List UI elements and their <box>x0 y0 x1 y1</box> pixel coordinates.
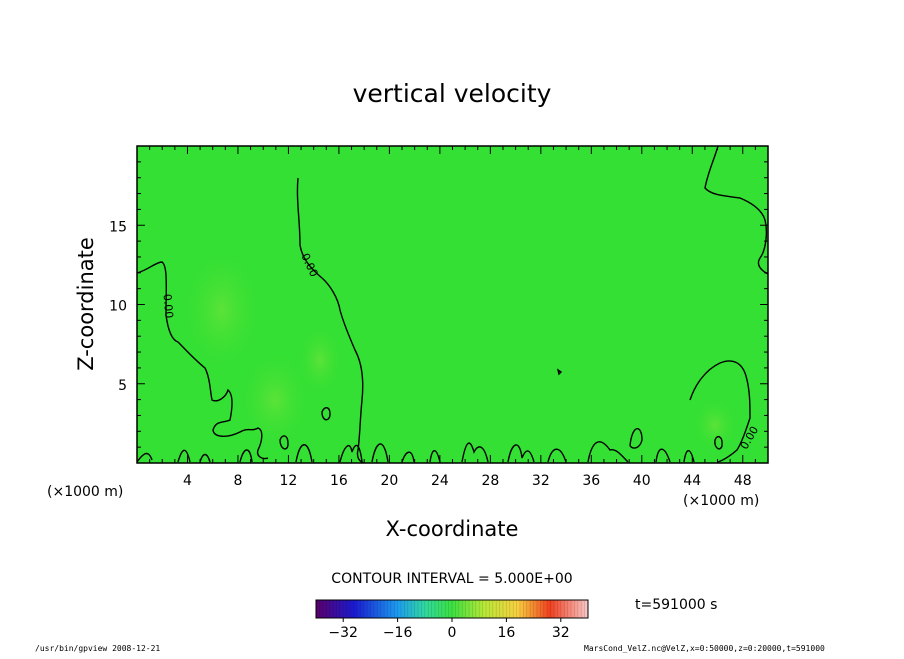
x-unit-left: (×1000 m) <box>47 484 123 500</box>
colorbar-tick-label: 32 <box>552 625 570 641</box>
time-label: t=591000 s <box>635 597 717 613</box>
y-tick-label: 5 <box>118 378 127 394</box>
colorbar-tick-label: −16 <box>383 625 413 641</box>
warm-anomaly <box>235 345 315 455</box>
contour-small-closed <box>279 435 289 450</box>
footer-right: MarsCond_VelZ.nc@VelZ,x=0:50000,z=0:2000… <box>584 644 825 653</box>
x-tick-label: 8 <box>233 473 242 489</box>
x-tick-label: 16 <box>330 473 348 489</box>
warm-anomaly <box>177 240 267 380</box>
warm-anomaly <box>690 395 740 455</box>
contour-small-closed <box>321 407 331 421</box>
footer-left: /usr/bin/gpview 2008-12-21 <box>35 644 160 653</box>
x-unit-right: (×1000 m) <box>683 493 759 509</box>
contour-left <box>137 261 269 460</box>
contour-right-top <box>704 146 768 275</box>
contour-center <box>296 177 365 463</box>
x-tick-label: 44 <box>683 473 701 489</box>
x-tick-label: 28 <box>481 473 499 489</box>
y-tick-label: 10 <box>109 299 127 315</box>
x-axis-title: X-coordinate <box>386 517 519 541</box>
contour-bottom-wiggles <box>137 428 695 463</box>
x-axis: 4 8 12 16 20 24 28 32 36 40 44 48 <box>149 146 756 489</box>
contour-small-closed <box>714 435 723 450</box>
colorbar-ticks: −32 −16 0 16 32 <box>328 618 570 641</box>
x-tick-label: 48 <box>734 473 752 489</box>
contour-lines <box>137 146 768 463</box>
contour-interval: CONTOUR INTERVAL = 5.000E+00 <box>331 571 572 587</box>
contour-right-bottom <box>689 360 751 463</box>
colorbar-tick-label: 0 <box>448 625 457 641</box>
plot-area: 0.000.000.00 <box>137 146 768 463</box>
y-tick-label: 15 <box>109 219 127 235</box>
x-tick-label: 36 <box>582 473 600 489</box>
contour-label: 0.00 <box>161 293 176 319</box>
warm-anomaly <box>295 320 345 400</box>
x-tick-label: 20 <box>380 473 398 489</box>
contour-small-closed <box>556 368 563 376</box>
colorbar-stripes <box>319 601 585 617</box>
x-tick-label: 12 <box>280 473 298 489</box>
x-tick-label: 40 <box>633 473 651 489</box>
x-tick-label: 32 <box>532 473 550 489</box>
chart-title: vertical velocity <box>353 79 552 108</box>
y-axis: 5 10 15 <box>109 161 768 448</box>
y-axis-title: Z-coordinate <box>74 237 98 371</box>
colorbar: −32 −16 0 16 32 <box>315 599 589 641</box>
colorbar-tick-label: −32 <box>328 625 358 641</box>
x-tick-label: 4 <box>183 473 192 489</box>
colorbar-tick-label: 16 <box>497 625 515 641</box>
x-tick-label: 24 <box>431 473 449 489</box>
